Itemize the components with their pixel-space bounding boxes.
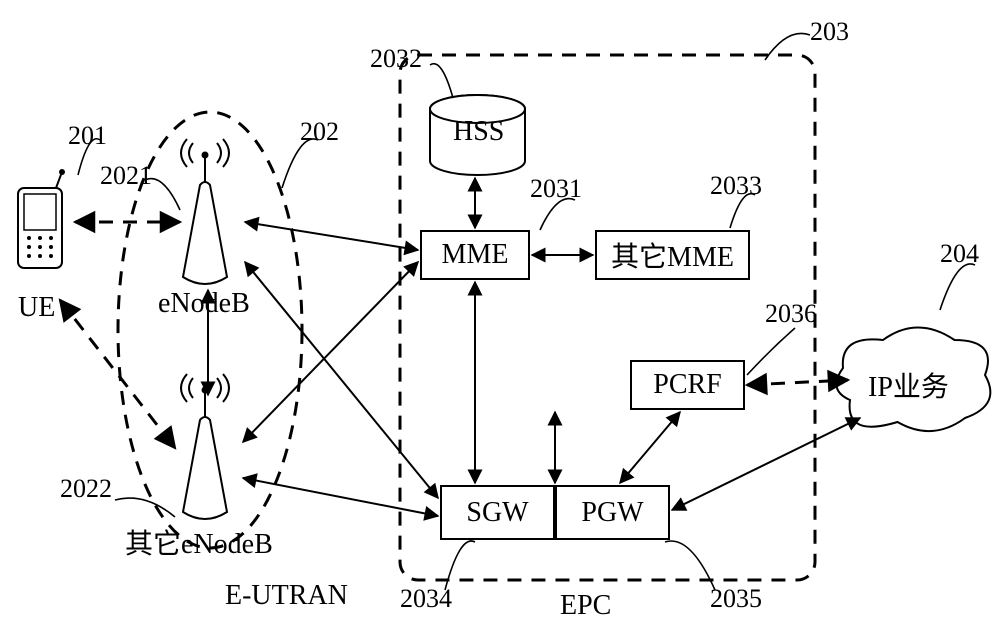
svg-text:2034: 2034 — [400, 584, 452, 613]
svg-text:2031: 2031 — [530, 174, 582, 203]
other-mme-text: 其它MME — [611, 235, 734, 275]
pgw-box: PGW — [555, 485, 670, 540]
pcrf-box: PCRF — [630, 360, 745, 410]
enb1-label: eNodeB — [158, 288, 250, 320]
ip-label: IP业务 — [868, 365, 949, 405]
mme-box: MME — [420, 230, 530, 280]
svg-text:2033: 2033 — [710, 171, 762, 200]
eutran-bottom-label: E-UTRAN — [225, 580, 348, 612]
hss-label: HSS — [453, 116, 504, 148]
enb2-label: 其它eNodeB — [125, 522, 273, 562]
svg-text:201: 201 — [68, 121, 107, 150]
svg-text:2022: 2022 — [60, 474, 112, 503]
sgw-box: SGW — [440, 485, 555, 540]
other-mme-box: 其它MME — [595, 230, 750, 280]
svg-text:2036: 2036 — [765, 299, 817, 328]
svg-text:2021: 2021 — [100, 161, 152, 190]
svg-text:203: 203 — [810, 17, 849, 46]
svg-text:204: 204 — [940, 239, 979, 268]
mme-text: MME — [442, 239, 509, 271]
pgw-text: PGW — [581, 497, 643, 529]
svg-text:2032: 2032 — [370, 44, 422, 73]
ue-label: UE — [18, 292, 55, 324]
sgw-text: SGW — [466, 497, 528, 529]
pcrf-text: PCRF — [653, 369, 722, 401]
svg-text:2035: 2035 — [710, 584, 762, 613]
epc-bottom-label: EPC — [560, 590, 611, 622]
diagram-canvas: 201 2021 2022 202 2032 2031 2033 203 2036 204 2034… — [0, 0, 1000, 641]
svg-text:202: 202 — [300, 117, 339, 146]
